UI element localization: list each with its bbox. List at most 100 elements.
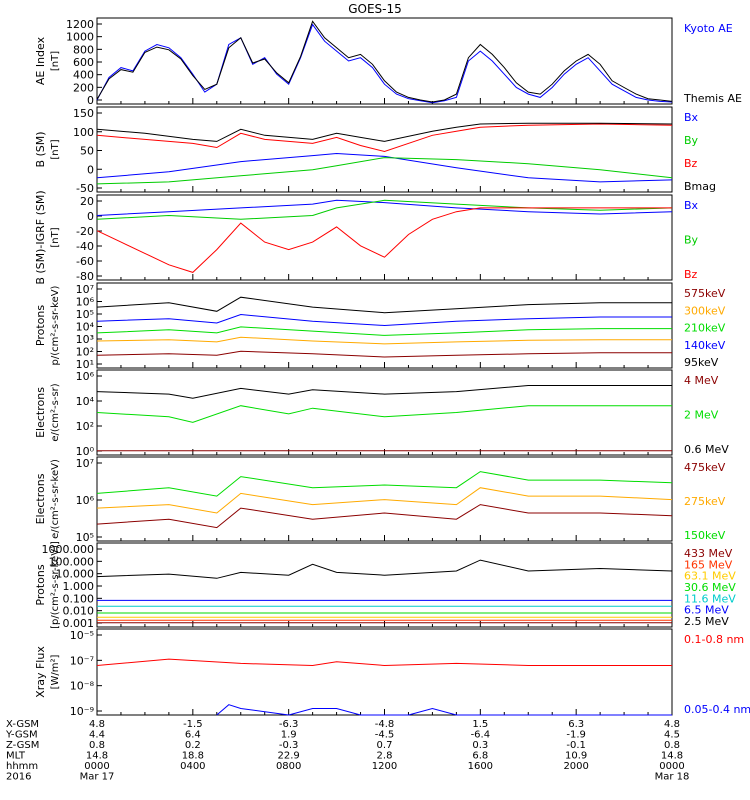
legend-entry: Themis AE xyxy=(683,92,742,105)
panel-frame xyxy=(96,106,673,193)
footer-cell: 6.3 xyxy=(568,719,584,730)
y-axis-label: Xray Flux xyxy=(34,646,47,698)
footer-cell: 6.4 xyxy=(185,730,201,741)
y-tick-label: 0 xyxy=(87,210,94,223)
footer-row-label: Y-GSM xyxy=(5,730,38,741)
series-line-bz xyxy=(96,207,672,273)
y-tick-label: -80 xyxy=(76,270,94,283)
y-tick-label: 0 xyxy=(87,163,94,176)
legend-entry: 2.5 MeV xyxy=(684,615,729,628)
series-line-bz xyxy=(96,123,673,153)
legend-entry: Bz xyxy=(684,157,698,170)
panel-xray-flux: 10⁻⁵ 10⁻⁷ 10⁻⁸ 10⁻⁹ Xray Flux [W/m²] 0.1-0.8 n… xyxy=(34,628,750,718)
y-axis-label: Protons xyxy=(34,564,47,605)
y-tick-label: 0.001 xyxy=(63,617,95,630)
footer-cell: 1.9 xyxy=(281,730,297,741)
series-line-by xyxy=(96,157,673,185)
y-tick-label: 100 xyxy=(73,126,94,139)
legend-entry: 140keV xyxy=(684,339,726,352)
y-tick-label: 10⁷ xyxy=(76,457,94,470)
footer-cell: 4.4 xyxy=(89,730,105,741)
series-line-140kev xyxy=(96,313,672,327)
y-tick-label: 1000.000 xyxy=(42,543,95,556)
footer-cell: 14.8 xyxy=(661,751,683,762)
series-line-275kev xyxy=(96,487,673,514)
y-tick-label: 0.010 xyxy=(63,605,95,618)
y-tick-label: 0 xyxy=(87,94,94,107)
legend-entry: 475keV xyxy=(684,461,726,474)
series-line-kyoto-ae xyxy=(96,23,673,104)
footer-cell: 4.8 xyxy=(89,719,105,730)
legend-entry: 0.6 MeV xyxy=(684,443,729,456)
footer-cell: -4.8 xyxy=(375,719,395,730)
legend-entry: 300keV xyxy=(684,304,726,317)
y-tick-label: 600 xyxy=(73,56,94,69)
legend-entry: Bz xyxy=(684,268,698,281)
footer-cell: 0.8 xyxy=(89,740,105,751)
y-tick-label: 10⁶ xyxy=(76,494,95,507)
legend-entry: 575keV xyxy=(684,287,726,300)
y-tick-label: -60 xyxy=(76,255,94,268)
y-tick-label: 10⁻⁹ xyxy=(70,705,94,718)
panel-frame xyxy=(96,456,673,542)
footer-cell: 2.8 xyxy=(377,751,393,762)
y-axis-unit: [nT] xyxy=(50,139,61,159)
series-line-bx xyxy=(96,152,673,183)
panel-electrons-high: 10⁶ 10⁴ 10² 10⁰ Electrons e/(cm²-s-sr) 4 MeV 2 … xyxy=(34,369,729,458)
y-tick-label: 10³ xyxy=(76,333,94,346)
legend-entry: Bx xyxy=(684,199,699,212)
footer-cell: -6.4 xyxy=(471,730,491,741)
panel-frame xyxy=(96,542,673,628)
series-line-bmag xyxy=(96,122,673,142)
y-axis-unit: e/(cm²-s-sr-keV) xyxy=(50,459,61,539)
y-tick-label: 10⁴ xyxy=(76,321,95,334)
legend-entry: 0.1-0.8 nm xyxy=(684,633,744,646)
y-tick-label: 200 xyxy=(73,81,94,94)
series-line-0-05-0-4-nm xyxy=(216,704,672,716)
legend-entry: Bmag xyxy=(684,180,716,193)
y-tick-label: 150 xyxy=(73,107,94,120)
legend-entry: By xyxy=(684,134,699,147)
y-axis-unit: [nT] xyxy=(50,227,61,247)
footer-cell: 18.8 xyxy=(182,751,204,762)
footer-cell: 0.2 xyxy=(185,740,201,751)
series-line-210kev xyxy=(96,326,672,336)
y-tick-label: 20 xyxy=(80,195,94,208)
chart-title: GOES-15 xyxy=(348,2,402,16)
series-line-2-5-mev xyxy=(96,559,673,579)
y-axis-unit: [p/(cm²-s-sr-keV)] xyxy=(50,541,61,629)
footer-cell: -0.3 xyxy=(279,740,299,751)
footer-cell: -1.5 xyxy=(183,719,203,730)
y-tick-label: 50 xyxy=(80,145,94,158)
y-axis-unit: [W/m²] xyxy=(50,654,61,689)
footer-cell: 0000 xyxy=(84,761,109,772)
footer-cell: 22.9 xyxy=(278,751,300,762)
legend-entry: 150keV xyxy=(684,529,726,542)
y-tick-label: 10² xyxy=(76,420,94,433)
footer-row-label: MLT xyxy=(6,751,26,762)
footer-cell: 4.5 xyxy=(664,730,680,741)
y-tick-label: -50 xyxy=(76,182,94,195)
y-tick-label: 10⁵ xyxy=(76,308,94,321)
legend-entry: Bx xyxy=(684,111,699,124)
footer-cell: 10.9 xyxy=(565,751,587,762)
panel-frame xyxy=(96,369,673,456)
footer-cell: 0400 xyxy=(180,761,205,772)
series-line-themis-ae xyxy=(96,20,673,103)
footer-row-label: 2016 xyxy=(6,772,31,783)
series-line-575kev xyxy=(96,350,672,358)
series-line-bx xyxy=(96,199,673,216)
legend-entry: 433 MeV xyxy=(684,547,733,560)
orbit-footer: X-GSM 4.8 -1.5 -6.3 -4.8 1.5 6.3 4.8 Y-GSM 4.4 6.4… xyxy=(5,719,689,783)
series-line-300kev xyxy=(96,336,672,345)
legend-entry: 165 MeV xyxy=(684,558,733,571)
y-axis-label: Electrons xyxy=(34,473,47,524)
y-tick-label: 0.100 xyxy=(63,592,95,605)
y-axis-unit: p/(cm²-s-sr-keV) xyxy=(50,285,61,365)
y-tick-label: 400 xyxy=(73,69,94,82)
y-tick-label: 10⁰ xyxy=(76,445,95,458)
footer-cell: 2000 xyxy=(563,761,588,772)
series-line-0-1-0-8-nm xyxy=(96,658,672,667)
